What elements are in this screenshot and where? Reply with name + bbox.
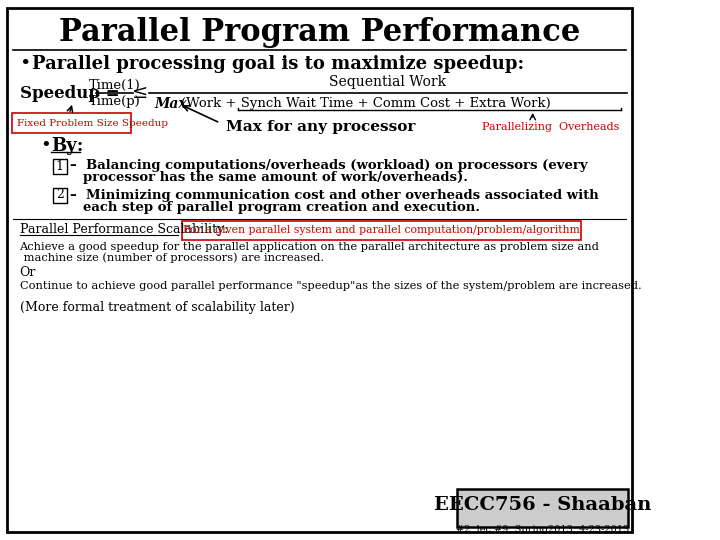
Text: ≤: ≤ <box>132 84 148 102</box>
Text: EECC756 - Shaaban: EECC756 - Shaaban <box>433 496 651 514</box>
Text: processor has the same amount of work/overheads).: processor has the same amount of work/ov… <box>83 172 467 185</box>
Text: each step of parallel program creation and execution.: each step of parallel program creation a… <box>83 200 480 213</box>
FancyBboxPatch shape <box>12 113 131 133</box>
Text: Fixed Problem Size Speedup: Fixed Problem Size Speedup <box>17 118 168 127</box>
Text: Parallelizing  Overheads: Parallelizing Overheads <box>482 122 619 132</box>
Text: Parallel processing goal is to maximize speedup:: Parallel processing goal is to maximize … <box>32 55 524 73</box>
FancyBboxPatch shape <box>53 187 67 202</box>
Text: #2  lec #9  Spring2013  4-23-2013: #2 lec #9 Spring2013 4-23-2013 <box>456 525 629 535</box>
Text: •: • <box>19 55 31 73</box>
Text: (More formal treatment of scalability later): (More formal treatment of scalability la… <box>19 300 294 314</box>
Text: Max: Max <box>155 97 187 111</box>
Text: machine size (number of processors) are increased.: machine size (number of processors) are … <box>19 253 324 264</box>
FancyBboxPatch shape <box>457 489 628 527</box>
Text: Time(p): Time(p) <box>89 94 140 107</box>
Text: –  Balancing computations/overheads (workload) on processors (every: – Balancing computations/overheads (work… <box>70 159 588 172</box>
Text: Sequential Work: Sequential Work <box>329 75 446 89</box>
Text: •: • <box>40 137 50 155</box>
Text: Continue to achieve good parallel performance "speedup"as the sizes of the syste: Continue to achieve good parallel perfor… <box>19 281 642 291</box>
Text: –  Minimizing communication cost and other overheads associated with: – Minimizing communication cost and othe… <box>70 188 599 201</box>
Text: For a given parallel system and parallel computation/problem/algorithm: For a given parallel system and parallel… <box>184 225 580 235</box>
Text: Parallel Performance Scalability:: Parallel Performance Scalability: <box>19 224 228 237</box>
Text: Speedup =: Speedup = <box>19 84 119 102</box>
FancyBboxPatch shape <box>7 8 632 532</box>
FancyBboxPatch shape <box>53 159 67 173</box>
Text: Achieve a good speedup for the parallel application on the parallel architecture: Achieve a good speedup for the parallel … <box>19 242 600 252</box>
Text: By:: By: <box>52 137 84 155</box>
Text: Or: Or <box>19 266 36 279</box>
Text: Parallel Program Performance: Parallel Program Performance <box>59 17 580 48</box>
Text: Max for any processor: Max for any processor <box>226 120 415 134</box>
Text: Time(1): Time(1) <box>89 78 140 91</box>
Text: (Work + Synch Wait Time + Comm Cost + Extra Work): (Work + Synch Wait Time + Comm Cost + Ex… <box>181 98 551 111</box>
FancyBboxPatch shape <box>182 221 582 240</box>
Text: 1: 1 <box>56 159 64 172</box>
Text: 2: 2 <box>56 188 64 201</box>
